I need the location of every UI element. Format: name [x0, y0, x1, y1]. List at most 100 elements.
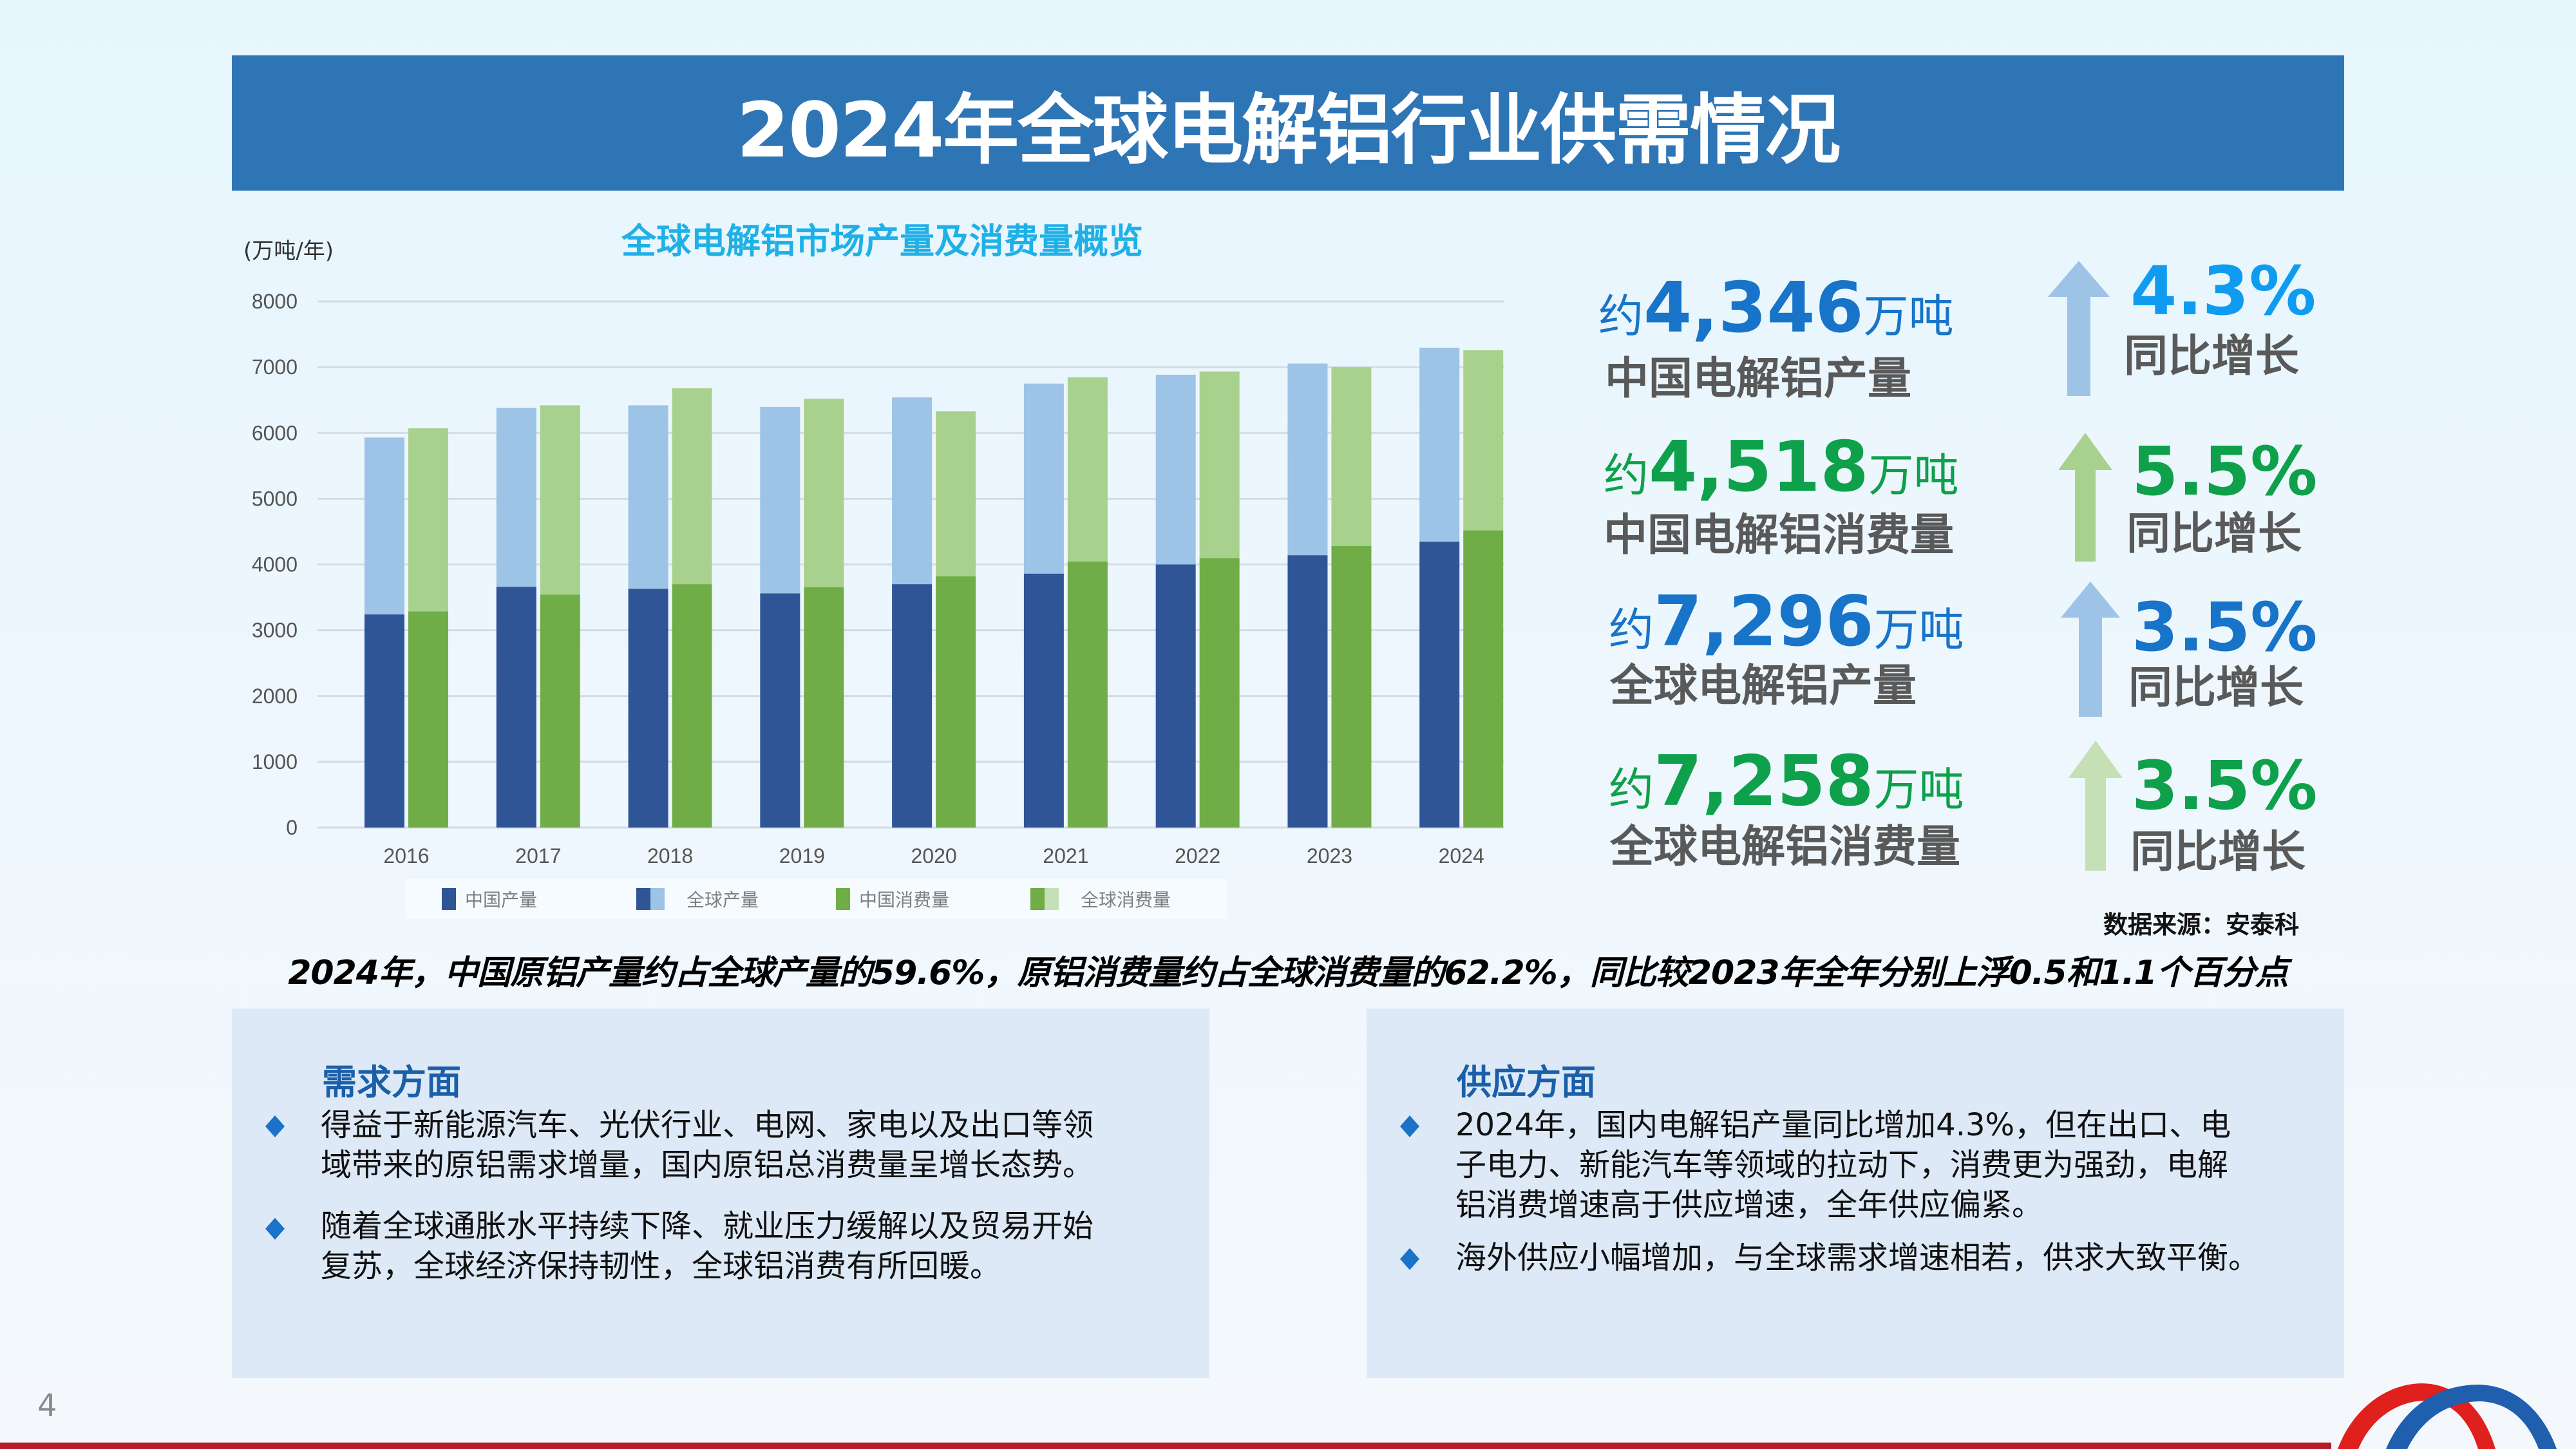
x-tick-label: 2016 — [383, 844, 429, 867]
bar-global-production — [1419, 347, 1460, 542]
arrow-up-icon — [2061, 582, 2120, 717]
stat-china-production-label: 中国电解铝产量 — [1605, 354, 1912, 404]
supply-bullet-2: 海外供应小幅增加，与全球需求增速相若，供求大致平衡。 — [1455, 1238, 2259, 1278]
x-tick-label: 2018 — [647, 844, 693, 867]
bar-china-consumption — [804, 587, 844, 828]
bar-china-production — [1419, 542, 1460, 828]
stat-yoy-label: 同比增长 — [2130, 827, 2306, 878]
supply-title: 供应方面 — [1457, 1062, 1596, 1103]
stat-unit: 万吨 — [1863, 290, 1954, 343]
stat-global-production-growth: 3.5% — [2132, 588, 2318, 667]
stat-global-production-label: 全球电解铝产量 — [1610, 661, 1917, 712]
stat-prefix: 约 — [1609, 603, 1654, 656]
company-logo — [2338, 1383, 2557, 1449]
stat-unit: 万吨 — [1873, 763, 1964, 816]
bar-china-production — [892, 584, 933, 828]
bar-china-consumption — [1199, 558, 1240, 828]
text-line: 域带来的原铝需求增量，国内原铝总消费量呈增长态势。 — [321, 1147, 1094, 1183]
stat-global-production-value: 约7,296万吨 — [1609, 587, 1964, 657]
arrow-up-icon — [2069, 741, 2123, 871]
y-tick-label: 6000 — [252, 421, 298, 444]
stat-unit: 万吨 — [1868, 449, 1959, 502]
bar-china-production — [1155, 564, 1196, 828]
bar-global-production — [1155, 374, 1196, 565]
y-tick-label: 8000 — [252, 290, 298, 313]
text-line: 2024年，国内电解铝产量同比增加4.3%，但在出口、电 — [1455, 1107, 2231, 1143]
text-line: 得益于新能源汽车、光伏行业、电网、家电以及出口等领 — [321, 1107, 1094, 1143]
x-tick-label: 2020 — [911, 844, 957, 867]
stat-prefix: 约 — [1598, 290, 1643, 343]
x-tick-label: 2021 — [1043, 844, 1088, 867]
diamond-bullet-icon — [1400, 1115, 1419, 1137]
stat-prefix: 约 — [1604, 449, 1649, 502]
bar-global-production — [1287, 363, 1328, 556]
bar-china-consumption — [1463, 530, 1504, 828]
bar-global-consumption — [936, 411, 976, 576]
x-tick-labels: 2016 2017 2018 2019 2020 2021 2022 2023 2024 — [383, 844, 1484, 867]
y-tick-label: 0 — [286, 816, 298, 839]
legend-swatch — [1030, 888, 1045, 910]
stat-china-consumption-label: 中国电解铝消费量 — [1604, 510, 1955, 561]
stat-china-production-value: 约4,346万吨 — [1598, 274, 1954, 343]
bar-china-production — [1287, 555, 1328, 828]
title-bar: 2024年全球电解铝行业供需情况 — [232, 55, 2344, 191]
bar-china-consumption — [672, 584, 712, 828]
legend-label: 中国产量 — [465, 889, 538, 911]
x-tick-label: 2024 — [1439, 844, 1484, 867]
bar-global-consumption — [1463, 350, 1504, 531]
bar-global-production — [1023, 383, 1064, 574]
bar-global-production — [760, 406, 800, 594]
legend-item-global-consumption: 全球消费量 — [1030, 879, 1171, 919]
legend-swatch — [442, 888, 456, 910]
stat-global-consumption-label: 全球电解铝消费量 — [1610, 822, 1961, 873]
supply-bullet-1: 2024年，国内电解铝产量同比增加4.3%，但在出口、电 子电力、新能汽车等领域… — [1455, 1105, 2231, 1225]
text-line: 复苏，全球经济保持韧性，全球铝消费有所回暖。 — [321, 1248, 1001, 1284]
y-tick-label: 5000 — [252, 487, 298, 510]
stat-number: 7,296 — [1654, 582, 1874, 662]
bar-china-production — [365, 614, 404, 828]
legend-swatch — [1045, 888, 1059, 910]
bar-global-production — [496, 408, 536, 587]
diamond-bullet-icon — [265, 1115, 285, 1137]
stat-prefix: 约 — [1609, 763, 1654, 816]
legend-label: 全球产量 — [687, 889, 759, 911]
stat-number: 4,346 — [1643, 268, 1864, 348]
text-line: 子电力、新能汽车等领域的拉动下，消费更为强劲，电解 — [1455, 1147, 2229, 1183]
y-axis-unit: (万吨/年) — [243, 238, 334, 264]
bar-global-consumption — [1331, 367, 1372, 546]
x-tick-label: 2019 — [779, 844, 825, 867]
y-tick-label: 1000 — [252, 750, 298, 773]
arrow-up-icon — [2048, 261, 2110, 396]
bar-china-consumption — [1067, 561, 1108, 828]
bar-global-consumption — [1067, 377, 1108, 562]
demand-panel: 需求方面 得益于新能源汽车、光伏行业、电网、家电以及出口等领 域带来的原铝需求增… — [232, 1009, 1209, 1378]
supply-panel: 供应方面 2024年，国内电解铝产量同比增加4.3%，但在出口、电 子电力、新能… — [1367, 1009, 2344, 1378]
bar-global-production — [892, 397, 933, 585]
bar-global-consumption — [408, 428, 448, 612]
legend-label: 全球消费量 — [1081, 889, 1171, 911]
legend-swatch — [636, 888, 650, 910]
page-number: 4 — [37, 1388, 57, 1424]
chart-legend: 中国产量 全球产量 中国消费量 全球消费量 — [406, 879, 1227, 919]
x-tick-label: 2017 — [515, 844, 561, 867]
arrow-up-icon — [2058, 433, 2112, 562]
x-tick-label: 2022 — [1175, 844, 1220, 867]
bar-china-consumption — [408, 611, 448, 828]
bar-global-production — [365, 437, 404, 615]
bar-china-production — [628, 589, 668, 828]
text-line: 随着全球通胀水平持续下降、就业压力缓解以及贸易开始 — [321, 1208, 1094, 1244]
x-tick-label: 2023 — [1307, 844, 1352, 867]
bar-global-consumption — [672, 388, 712, 585]
data-source: 数据来源：安泰科 — [2103, 911, 2299, 939]
bar-china-production — [496, 587, 536, 828]
legend-item-global-production: 全球产量 — [636, 879, 759, 919]
legend-swatch — [836, 888, 850, 910]
legend-swatch — [650, 888, 665, 910]
bar-global-consumption — [1199, 371, 1240, 558]
text-line: 海外供应小幅增加，与全球需求增速相若，供求大致平衡。 — [1455, 1240, 2260, 1276]
bar-global-consumption — [804, 399, 844, 587]
stat-unit: 万吨 — [1873, 603, 1964, 656]
y-tick-label: 2000 — [252, 685, 298, 708]
stat-yoy-label: 同比增长 — [2124, 331, 2300, 382]
